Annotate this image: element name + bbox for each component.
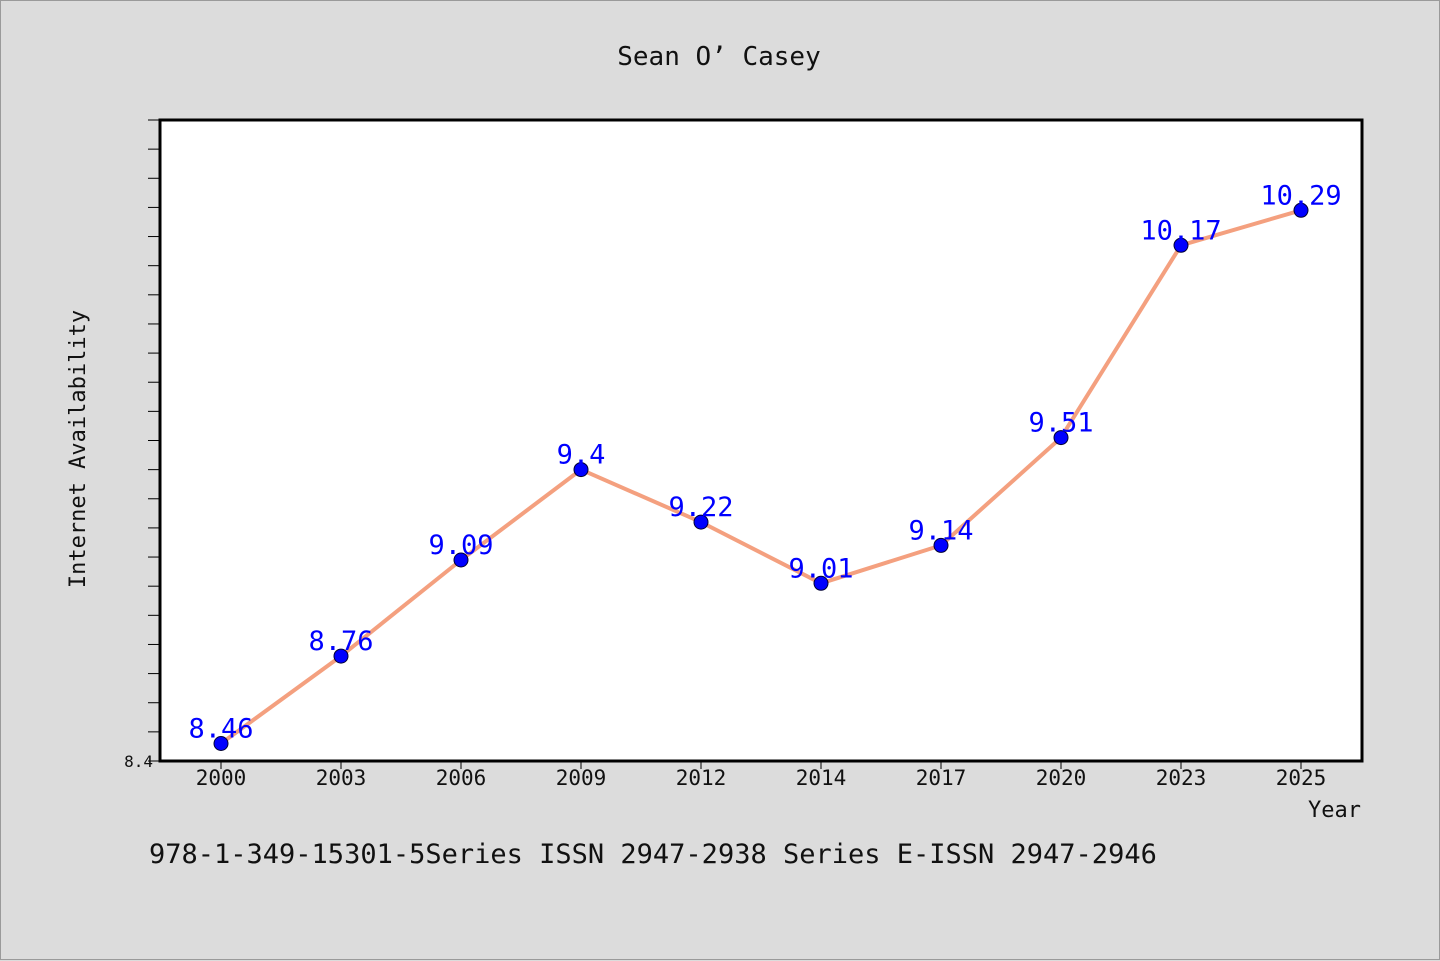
- x-tick-label: 2023: [1156, 766, 1207, 790]
- x-tick-label: 2017: [916, 766, 967, 790]
- data-label: 9.51: [1028, 408, 1093, 439]
- data-labels: 8.46 8.76 9.09 9.4 9.22 9.01 9.14 9.51 10.17 10.2…: [188, 180, 1341, 744]
- data-label: 9.01: [788, 553, 853, 584]
- data-label: 10.29: [1260, 180, 1341, 211]
- data-label: 8.46: [188, 714, 253, 745]
- data-point: [1053, 430, 1069, 446]
- data-label: 9.09: [428, 530, 493, 561]
- data-point: [453, 552, 469, 568]
- data-point: [1173, 237, 1189, 253]
- y-tick-label: 8.4: [124, 752, 153, 771]
- data-label: 8.76: [308, 626, 373, 657]
- data-label: 10.17: [1140, 215, 1221, 246]
- data-label: 9.22: [668, 492, 733, 523]
- data-point: [813, 575, 829, 591]
- y-axis-label: Internet Availability: [66, 310, 91, 588]
- data-point: [333, 648, 349, 664]
- series-line: [219, 208, 1302, 746]
- x-tick-label: 2006: [436, 766, 487, 790]
- data-point: [213, 736, 229, 751]
- footer-caption: 978-1-349-15301-5Series ISSN 2947-2938 S…: [149, 839, 1157, 870]
- data-point: [693, 514, 709, 530]
- data-label: 9.4: [557, 440, 606, 471]
- x-tick-label: 2009: [556, 766, 607, 790]
- x-axis-label: Year: [1308, 798, 1361, 823]
- data-label: 9.14: [908, 515, 973, 546]
- x-tick-label: 2000: [196, 766, 247, 790]
- x-tick-label: 2003: [316, 766, 367, 790]
- data-point: [573, 462, 589, 478]
- data-point: [933, 537, 949, 553]
- x-tick-label: 2025: [1276, 766, 1327, 790]
- x-tick-label: 2012: [676, 766, 727, 790]
- data-point: [1293, 202, 1309, 218]
- series-markers: [213, 202, 1309, 751]
- x-axis-tick-labels: 2000 2003 2006 2009 2012 2014 2017 2020 2023 2025: [196, 766, 1327, 790]
- x-tick-label: 2014: [796, 766, 847, 790]
- x-tick-label: 2020: [1036, 766, 1087, 790]
- y-axis-ticks: [148, 119, 160, 762]
- x-axis-ticks: [220, 761, 1302, 769]
- plot-area: [158, 118, 1364, 763]
- chart-title: Sean O’ Casey: [617, 42, 821, 72]
